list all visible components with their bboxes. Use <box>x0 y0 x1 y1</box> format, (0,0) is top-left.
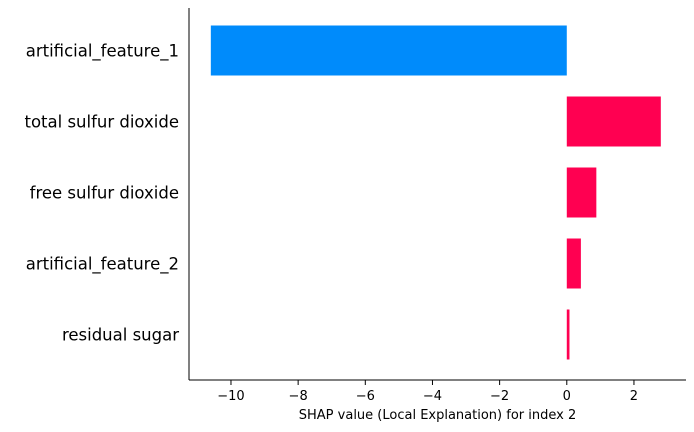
x-axis-ticks: −10 −8 −6 −4 −2 0 2 <box>217 380 638 404</box>
bar-1 <box>566 96 661 147</box>
bars-group <box>210 25 661 360</box>
category-label-2: free sulfur dioxide <box>30 184 179 203</box>
bar-2 <box>566 167 597 218</box>
bar-3 <box>566 238 581 289</box>
category-label-0: artificial_feature_1 <box>26 42 179 62</box>
x-tick-label-6: 2 <box>630 389 638 404</box>
category-label-4: residual sugar <box>62 326 179 345</box>
x-tick-label-5: 0 <box>563 389 571 404</box>
x-tick-label-2: −6 <box>356 389 375 404</box>
bar-4 <box>566 309 570 360</box>
category-label-3: artificial_feature_2 <box>26 255 179 275</box>
x-tick-label-3: −4 <box>423 389 442 404</box>
category-label-1: total sulfur dioxide <box>24 113 179 132</box>
x-tick-label-0: −10 <box>217 389 244 404</box>
bar-0 <box>210 25 567 76</box>
x-tick-label-1: −8 <box>289 389 308 404</box>
x-tick-label-4: −2 <box>490 389 509 404</box>
x-axis-title: SHAP value (Local Explanation) for index… <box>299 408 576 423</box>
